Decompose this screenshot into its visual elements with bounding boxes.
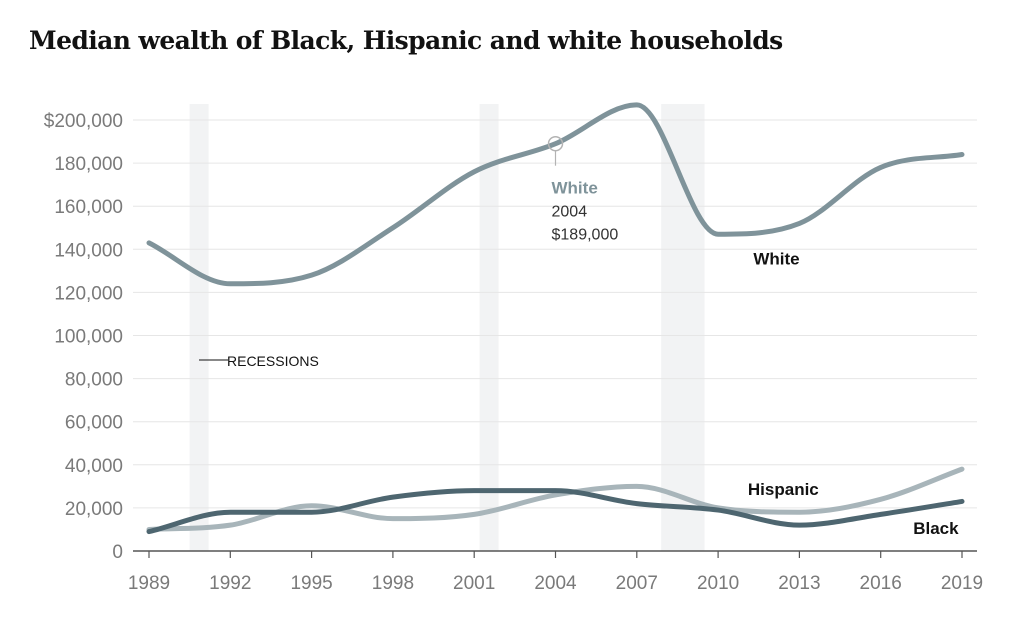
x-tick-label: 1995	[290, 573, 332, 594]
recession-legend: RECESSIONS	[199, 353, 319, 369]
recession-band	[189, 104, 209, 551]
x-tick-label: 2001	[453, 573, 495, 594]
y-tick-label: 40,000	[65, 456, 123, 477]
x-tick-label: 2010	[697, 573, 739, 594]
y-tick-label: 60,000	[65, 413, 123, 434]
series-line-white	[146, 102, 965, 287]
annotation-series-label: White	[552, 179, 598, 198]
y-tick-label: $200,000	[44, 111, 123, 132]
recession-band	[661, 104, 705, 551]
y-tick-label: 160,000	[54, 197, 123, 218]
y-tick-label: 0	[112, 542, 123, 563]
gridlines	[133, 119, 977, 509]
y-tick-label: 140,000	[54, 240, 123, 261]
x-tick-label: 2004	[534, 573, 577, 594]
x-tick-label: 2013	[778, 573, 820, 594]
series-label-black: Black	[913, 519, 959, 538]
y-tick-label: 100,000	[54, 327, 123, 348]
series-label-white: White	[753, 249, 799, 268]
x-tick-label: 1989	[128, 573, 170, 594]
x-axis: 1989 1992 1995 1998 2001 2004 2007 2010 2013 2016…	[128, 550, 983, 594]
recession-legend-label: RECESSIONS	[227, 353, 319, 369]
annotation-year: 2004	[552, 204, 588, 221]
series-labels: White Hispanic Black	[748, 249, 959, 537]
series-label-hispanic: Hispanic	[748, 480, 819, 499]
x-tick-label: 1992	[209, 573, 251, 594]
recession-bands	[189, 104, 705, 551]
chart-title: Median wealth of Black, Hispanic and whi…	[29, 26, 783, 55]
y-tick-label: 120,000	[54, 283, 123, 304]
x-tick-label: 1998	[372, 573, 414, 594]
y-tick-label: 80,000	[65, 370, 123, 391]
y-tick-label: 180,000	[54, 154, 123, 175]
y-axis: 0 20,000 40,000 60,000 80,000 100,000 120,000 1…	[44, 111, 123, 563]
y-tick-label: 20,000	[65, 499, 123, 520]
x-tick-label: 2016	[860, 573, 902, 594]
x-tick-label: 2007	[616, 573, 658, 594]
annotation-value: $189,000	[552, 227, 619, 244]
x-tick-label: 2019	[941, 573, 983, 594]
series-lines	[146, 102, 965, 535]
annotation: White 2004 $189,000	[547, 135, 619, 244]
recession-band	[479, 104, 499, 551]
